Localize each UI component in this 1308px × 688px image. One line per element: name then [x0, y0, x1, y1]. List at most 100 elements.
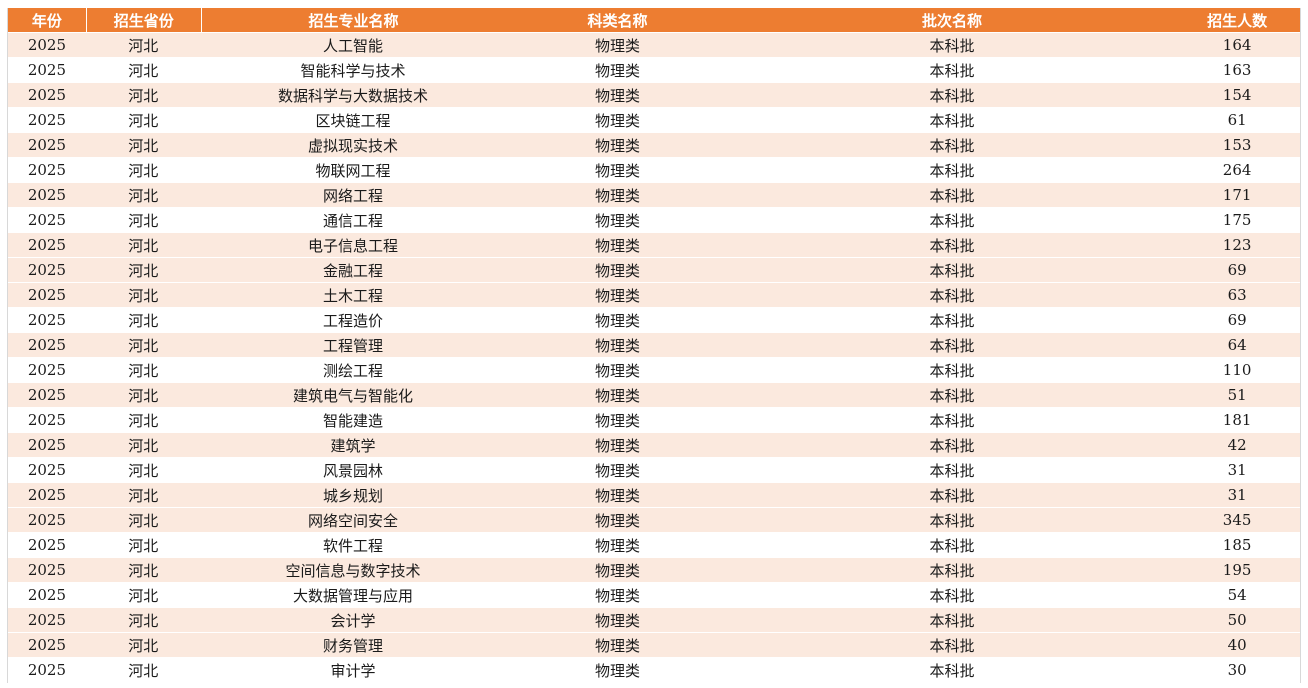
cell-batch: 本科批: [929, 211, 975, 230]
cell-subject: 物理类: [595, 336, 641, 355]
cell-batch: 本科批: [929, 511, 975, 530]
cell-province: 河北: [128, 561, 159, 580]
cell-batch: 本科批: [929, 111, 975, 130]
cell-batch: 本科批: [929, 661, 975, 680]
cell-subject: 物理类: [595, 636, 641, 655]
cell-count: 31: [1227, 461, 1247, 479]
cell-major: 建筑学: [330, 436, 376, 455]
cell-subject: 物理类: [595, 511, 641, 530]
cell-major: 物联网工程: [315, 161, 391, 180]
cell-count: 175: [1222, 211, 1252, 229]
cell-major: 通信工程: [322, 211, 383, 230]
cell-subject: 物理类: [595, 661, 641, 680]
table-row: 2025 河北 审计学 物理类 本科批 30: [8, 658, 1300, 683]
cell-batch: 本科批: [929, 411, 975, 430]
cell-subject: 物理类: [595, 111, 641, 130]
table-row: 2025 河北 虚拟现实技术 物理类 本科批 153: [8, 133, 1300, 158]
cell-batch: 本科批: [929, 536, 975, 555]
cell-batch: 本科批: [929, 436, 975, 455]
cell-batch: 本科批: [929, 286, 975, 305]
table-row: 2025 河北 风景园林 物理类 本科批 31: [8, 458, 1300, 483]
cell-major: 测绘工程: [322, 361, 383, 380]
cell-batch: 本科批: [929, 61, 975, 80]
cell-province: 河北: [128, 411, 159, 430]
admissions-table: 年份 招生省份 招生专业名称 科类名称 批次名称 招生人数 2025 河北 人工智能 物理类 本科…: [7, 8, 1301, 683]
cell-count: 64: [1227, 336, 1247, 354]
cell-batch: 本科批: [929, 486, 975, 505]
cell-batch: 本科批: [929, 586, 975, 605]
column-header-major: 招生专业名称: [200, 8, 506, 32]
cell-year: 2025: [27, 436, 67, 454]
cell-major: 空间信息与数字技术: [285, 561, 421, 580]
cell-count: 69: [1227, 261, 1247, 279]
cell-province: 河北: [128, 436, 159, 455]
cell-year: 2025: [27, 161, 67, 179]
cell-province: 河北: [128, 286, 159, 305]
cell-year: 2025: [27, 236, 67, 254]
cell-major: 工程造价: [322, 311, 383, 330]
cell-subject: 物理类: [595, 611, 641, 630]
table-row: 2025 河北 网络空间安全 物理类 本科批 345: [8, 508, 1300, 533]
cell-subject: 物理类: [595, 36, 641, 55]
cell-major: 虚拟现实技术: [307, 136, 398, 155]
cell-batch: 本科批: [929, 261, 975, 280]
table-header-row: 年份 招生省份 招生专业名称 科类名称 批次名称 招生人数: [8, 8, 1301, 33]
cell-year: 2025: [27, 661, 67, 679]
cell-major: 区块链工程: [315, 111, 391, 130]
cell-province: 河北: [128, 336, 159, 355]
cell-province: 河北: [128, 611, 159, 630]
cell-batch: 本科批: [929, 611, 975, 630]
cell-province: 河北: [128, 36, 159, 55]
cell-province: 河北: [128, 536, 159, 555]
cell-batch: 本科批: [929, 136, 975, 155]
table-row: 2025 河北 软件工程 物理类 本科批 185: [8, 533, 1300, 558]
cell-province: 河北: [128, 161, 159, 180]
cell-year: 2025: [27, 386, 67, 404]
cell-count: 345: [1222, 511, 1252, 529]
cell-year: 2025: [27, 311, 67, 329]
cell-subject: 物理类: [595, 86, 641, 105]
cell-major: 网络工程: [322, 186, 383, 205]
cell-year: 2025: [27, 86, 67, 104]
cell-count: 264: [1222, 161, 1252, 179]
table-row: 2025 河北 通信工程 物理类 本科批 175: [8, 208, 1300, 233]
table-row: 2025 河北 工程造价 物理类 本科批 69: [8, 308, 1300, 333]
cell-count: 50: [1227, 611, 1247, 629]
column-header-count: 招生人数: [1174, 8, 1301, 32]
cell-province: 河北: [128, 86, 159, 105]
cell-count: 110: [1222, 361, 1252, 379]
cell-count: 63: [1227, 286, 1247, 304]
cell-year: 2025: [27, 536, 67, 554]
cell-province: 河北: [128, 111, 159, 130]
cell-year: 2025: [27, 186, 67, 204]
cell-subject: 物理类: [595, 361, 641, 380]
cell-province: 河北: [128, 486, 159, 505]
cell-province: 河北: [128, 386, 159, 405]
column-header-batch: 批次名称: [729, 8, 1175, 32]
column-header-year: 年份: [8, 8, 86, 32]
cell-count: 30: [1227, 661, 1247, 679]
cell-province: 河北: [128, 186, 159, 205]
cell-batch: 本科批: [929, 161, 975, 180]
cell-count: 163: [1222, 61, 1252, 79]
cell-subject: 物理类: [595, 386, 641, 405]
cell-subject: 物理类: [595, 136, 641, 155]
cell-province: 河北: [128, 661, 159, 680]
table-row: 2025 河北 电子信息工程 物理类 本科批 123: [8, 233, 1300, 258]
cell-major: 数据科学与大数据技术: [277, 86, 428, 105]
cell-subject: 物理类: [595, 211, 641, 230]
cell-year: 2025: [27, 261, 67, 279]
cell-count: 69: [1227, 311, 1247, 329]
table-row: 2025 河北 财务管理 物理类 本科批 40: [8, 633, 1300, 658]
cell-subject: 物理类: [595, 461, 641, 480]
cell-count: 31: [1227, 486, 1247, 504]
cell-batch: 本科批: [929, 236, 975, 255]
cell-batch: 本科批: [929, 336, 975, 355]
table-row: 2025 河北 会计学 物理类 本科批 50: [8, 608, 1300, 633]
cell-subject: 物理类: [595, 486, 641, 505]
cell-batch: 本科批: [929, 36, 975, 55]
cell-year: 2025: [27, 611, 67, 629]
cell-year: 2025: [27, 136, 67, 154]
cell-major: 智能建造: [322, 411, 383, 430]
table-row: 2025 河北 智能建造 物理类 本科批 181: [8, 408, 1300, 433]
